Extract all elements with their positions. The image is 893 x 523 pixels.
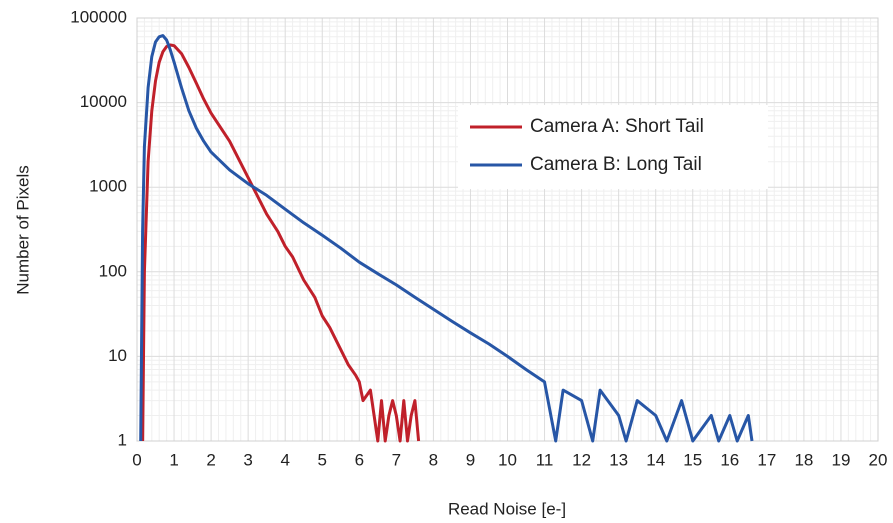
x-tick-label: 8 (429, 450, 438, 469)
series-line (141, 43, 421, 443)
y-tick-label: 10 (108, 346, 127, 365)
x-tick-label: 3 (243, 450, 252, 469)
x-tick-label: 9 (466, 450, 475, 469)
legend-box (458, 105, 768, 189)
x-tick-label: 10 (498, 450, 517, 469)
legend-label: Camera A: Short Tail (530, 116, 704, 137)
series-line (139, 34, 754, 443)
y-tick-label: 1 (118, 430, 127, 449)
x-tick-label: 0 (132, 450, 141, 469)
y-tick-label: 100000 (70, 7, 127, 26)
x-tick-label: 13 (609, 450, 628, 469)
plot-border (136, 17, 879, 442)
y-axis-label: Number of Pixels (13, 165, 32, 294)
x-tick-label: 4 (280, 450, 289, 469)
x-tick-label: 17 (757, 450, 776, 469)
x-tick-label: 18 (794, 450, 813, 469)
y-tick-label: 1000 (89, 177, 127, 196)
x-tick-label: 15 (683, 450, 702, 469)
legend: Camera A: Short Tail Camera B: Long Tail (458, 105, 768, 189)
x-tick-label: 12 (572, 450, 591, 469)
x-tick-label: 19 (831, 450, 850, 469)
x-tick-label: 20 (869, 450, 888, 469)
x-tick-label: 6 (355, 450, 364, 469)
x-tick-label: 16 (720, 450, 739, 469)
x-tick-label: 11 (536, 450, 554, 469)
y-tick-label: 10000 (80, 92, 127, 111)
x-tick-label: 2 (206, 450, 215, 469)
x-tick-label: 14 (646, 450, 665, 469)
x-axis-label: Read Noise [e-] (448, 499, 566, 518)
legend-label: Camera B: Long Tail (530, 154, 702, 175)
x-tick-label: 1 (169, 450, 178, 469)
x-tick-label: 7 (392, 450, 401, 469)
y-tick-label: 100 (99, 261, 127, 280)
x-tick-label: 5 (318, 450, 327, 469)
